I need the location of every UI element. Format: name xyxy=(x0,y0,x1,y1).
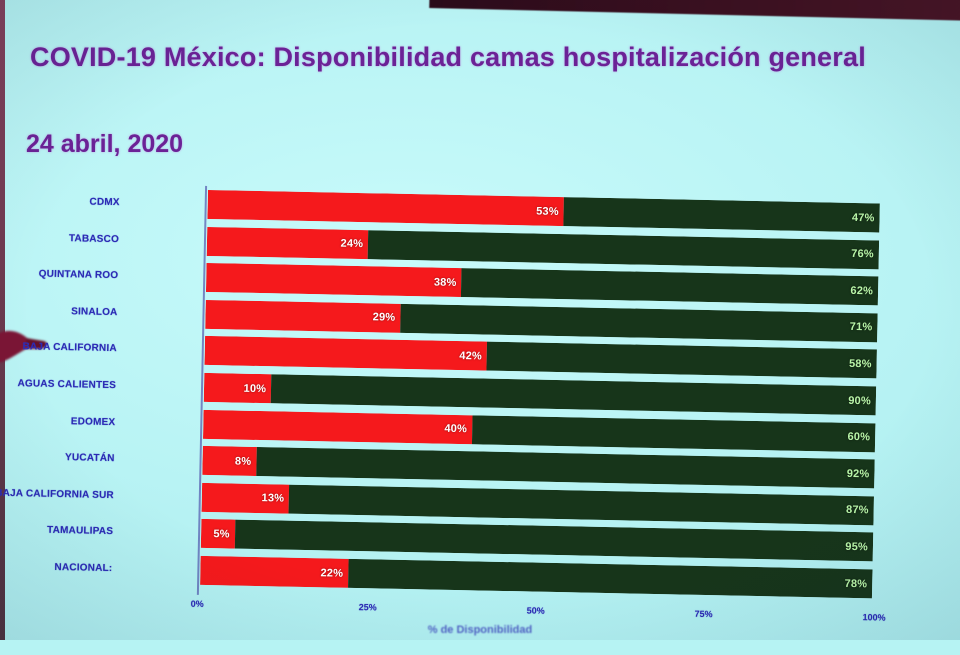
bar-value-label: 8% xyxy=(234,455,252,468)
stacked-bar[interactable]: 24% 76% xyxy=(206,226,880,270)
x-axis-tick-label: 100% xyxy=(862,611,886,623)
bar-value-label: 24% xyxy=(340,237,364,251)
bar-value-label: 71% xyxy=(849,321,873,334)
bar-segment-ocupacion[interactable]: 40% xyxy=(203,409,473,444)
category-label: YUCATÁN xyxy=(64,452,115,465)
photo-left-dark-edge xyxy=(0,0,5,640)
bar-value-label: 22% xyxy=(320,566,344,580)
bar-value-label: 92% xyxy=(846,467,870,480)
bar-value-label: 53% xyxy=(536,205,559,218)
bar-segment-ocupacion[interactable]: 13% xyxy=(201,482,290,514)
bar-segment-ocupacion[interactable]: 8% xyxy=(202,446,257,477)
bar-value-label: 47% xyxy=(851,211,875,224)
hand-pointer-icon xyxy=(0,331,47,363)
bar-value-label: 90% xyxy=(848,394,872,407)
x-axis-tick-label: 50% xyxy=(526,605,545,616)
bar-segment-ocupacion[interactable]: 38% xyxy=(205,263,462,298)
stacked-bar[interactable]: 42% 58% xyxy=(204,336,877,379)
bar-segment-disponibilidad[interactable]: 47% xyxy=(563,197,880,233)
bar-segment-disponibilidad[interactable]: 78% xyxy=(347,558,873,599)
bar-value-label: 38% xyxy=(433,276,457,289)
category-label: SINALOA xyxy=(71,306,118,318)
bar-segment-disponibilidad[interactable]: 90% xyxy=(270,374,877,416)
category-label: EDOMEX xyxy=(70,415,116,428)
bar-segment-disponibilidad[interactable]: 58% xyxy=(486,341,877,379)
bar-value-label: 29% xyxy=(372,311,396,325)
x-axis-tick-label: 75% xyxy=(694,608,713,619)
stacked-bar[interactable]: 13% 87% xyxy=(201,482,874,526)
bar-segment-ocupacion[interactable]: 24% xyxy=(206,226,369,259)
bar-segment-disponibilidad[interactable]: 60% xyxy=(471,414,876,452)
bar-value-label: 42% xyxy=(459,349,483,363)
stacked-bar[interactable]: 40% 60% xyxy=(203,409,876,452)
bar-value-label: 95% xyxy=(845,540,869,554)
bar-value-label: 76% xyxy=(851,247,874,261)
bar-segment-ocupacion[interactable]: 42% xyxy=(204,336,488,371)
bar-segment-ocupacion[interactable]: 22% xyxy=(200,555,349,588)
bar-value-label: 78% xyxy=(844,577,868,590)
x-axis-title: % de Disponibilidad xyxy=(427,624,533,636)
slide-date: 24 abril, 2020 xyxy=(26,130,184,158)
x-axis-tick-label: 25% xyxy=(358,601,377,613)
bar-value-label: 60% xyxy=(847,430,871,444)
stacked-bar[interactable]: 53% 47% xyxy=(207,189,880,233)
bar-segment-disponibilidad[interactable]: 92% xyxy=(256,447,875,489)
bar-value-label: 5% xyxy=(213,528,230,541)
bar-segment-ocupacion[interactable]: 53% xyxy=(207,189,565,227)
bar-value-label: 58% xyxy=(848,357,872,371)
bar-segment-disponibilidad[interactable]: 95% xyxy=(234,519,874,562)
bar-segment-disponibilidad[interactable]: 87% xyxy=(288,484,874,526)
bar-segment-ocupacion[interactable]: 29% xyxy=(205,299,401,333)
category-label: BAJA CALIFORNIA SUR xyxy=(0,487,114,501)
x-axis-tick-label: 0% xyxy=(190,598,204,609)
stacked-bar[interactable]: 5% 95% xyxy=(200,519,874,562)
bar-value-label: 40% xyxy=(444,422,468,436)
category-label: NACIONAL: xyxy=(54,561,113,575)
bar-segment-disponibilidad[interactable]: 62% xyxy=(461,268,879,306)
bar-segment-disponibilidad[interactable]: 71% xyxy=(400,303,878,343)
projection-screen: COVID-19 México: Disponibilidad camas ho… xyxy=(0,0,960,640)
stacked-bar[interactable]: 8% 92% xyxy=(202,446,875,489)
stacked-bar[interactable]: 10% 90% xyxy=(203,372,877,416)
bar-segment-disponibilidad[interactable]: 76% xyxy=(367,229,880,270)
category-label: BAJA CALIFORNIA xyxy=(22,341,117,355)
page-title: COVID-19 México: Disponibilidad camas ho… xyxy=(30,42,866,72)
category-label: CDMX xyxy=(89,196,120,209)
bar-segment-ocupacion[interactable]: 5% xyxy=(200,519,235,549)
stacked-bar[interactable]: 38% 62% xyxy=(205,263,879,306)
category-label: TABASCO xyxy=(68,232,120,245)
stacked-bar[interactable]: 22% 78% xyxy=(200,555,873,599)
bar-value-label: 87% xyxy=(845,504,869,517)
bar-segment-ocupacion[interactable]: 10% xyxy=(203,372,272,404)
category-label: QUINTANA ROO xyxy=(38,268,119,282)
bar-value-label: 13% xyxy=(261,492,285,505)
bar-value-label: 62% xyxy=(850,284,874,298)
category-label: TAMAULIPAS xyxy=(46,525,114,538)
bar-value-label: 10% xyxy=(243,382,267,395)
stacked-bar[interactable]: 29% 71% xyxy=(205,299,878,343)
category-label: AGUAS CALIENTES xyxy=(17,378,117,392)
